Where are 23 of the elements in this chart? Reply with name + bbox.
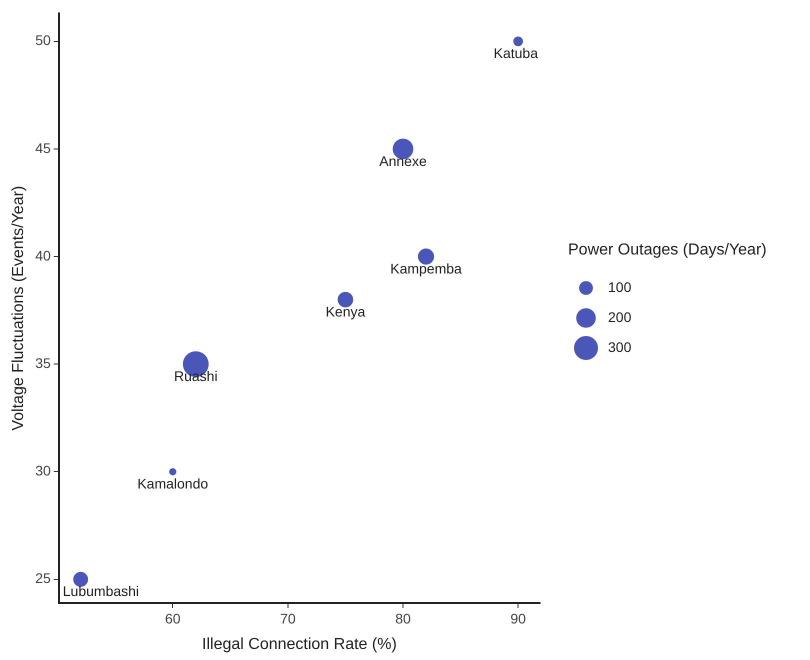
annotation: Ruashi: [174, 368, 218, 384]
y-tick-label: 40: [35, 247, 51, 264]
y-tick-label: 25: [35, 570, 51, 586]
legend-title: Power Outages (Days/Year): [568, 241, 767, 258]
y-tick-label: 45: [35, 140, 51, 156]
x-tick-label: 80: [395, 610, 411, 626]
legend-label: 300: [608, 338, 632, 355]
annotation: Kamalondo: [137, 476, 208, 492]
y-tick-label: 30: [35, 462, 51, 479]
annotation: Kenya: [326, 303, 366, 320]
x-tick-label: 60: [164, 610, 181, 626]
annotation: Katuba: [494, 45, 538, 62]
y-tick-label: 35: [35, 355, 51, 372]
y-tick-label: 50: [35, 32, 51, 48]
y-axis-title: Voltage Fluctuations (Events/Year): [10, 186, 28, 431]
legend-label: 200: [608, 308, 632, 325]
x-axis-title: Illegal Connection Rate (%): [202, 636, 397, 653]
x-tick-label: 70: [280, 610, 296, 626]
annotation: Lubumbashi: [62, 583, 140, 600]
annotation: Kampemba: [390, 260, 462, 276]
legend-label: 100: [608, 278, 632, 295]
annotation: Annexe: [379, 152, 427, 169]
x-tick-label: 90: [510, 610, 526, 626]
